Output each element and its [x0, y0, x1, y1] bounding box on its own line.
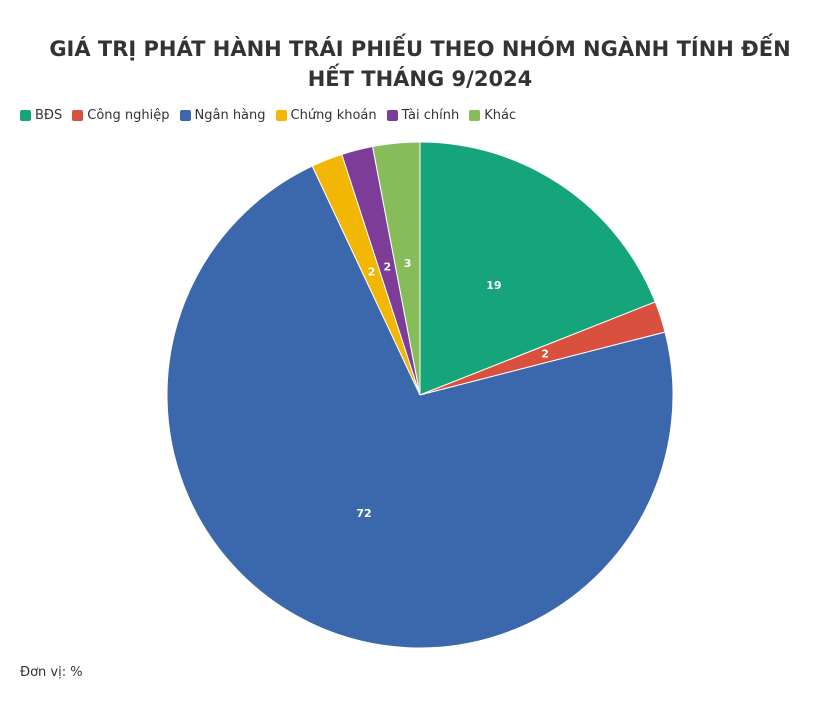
chart-title: GIÁ TRỊ PHÁT HÀNH TRÁI PHIẾU THEO NHÓM N…	[49, 37, 791, 91]
legend-swatch	[275, 110, 287, 121]
legend-label: Ngân hàng	[194, 108, 266, 123]
legend-label: Khác	[484, 108, 517, 123]
legend-item: Công nghiệp	[72, 108, 170, 123]
data-label: 2	[383, 261, 391, 274]
legend-item: Tài chính	[386, 108, 460, 123]
pie-slice	[166, 165, 674, 649]
legend-item: Khác	[469, 108, 516, 123]
data-label: 3	[404, 257, 412, 270]
legend-swatch	[179, 110, 191, 121]
data-label: 19	[486, 279, 501, 292]
legend-label: BĐS	[35, 108, 63, 123]
legend-swatch	[72, 110, 84, 121]
legend-item: Ngân hàng	[179, 108, 266, 123]
unit-note: Đơn vị: %	[20, 665, 83, 680]
legend-label: Công nghiệp	[87, 108, 170, 123]
pie-slice	[372, 141, 421, 396]
pie-slice	[419, 141, 656, 396]
data-label: 72	[356, 507, 371, 520]
legend-label: Tài chính	[401, 108, 460, 123]
data-label: 2	[368, 266, 376, 279]
legend-label: Chứng khoán	[290, 108, 377, 123]
legend-item: BĐS	[20, 108, 62, 123]
legend-swatch	[469, 110, 481, 121]
data-label: 2	[541, 347, 549, 360]
legend-item: Chứng khoán	[275, 108, 377, 123]
legend-swatch	[20, 110, 31, 121]
legend-swatch	[386, 110, 398, 121]
legend: BĐS Công nghiệp Ngân hàng Chứng khoán Tài ch…	[20, 108, 516, 123]
